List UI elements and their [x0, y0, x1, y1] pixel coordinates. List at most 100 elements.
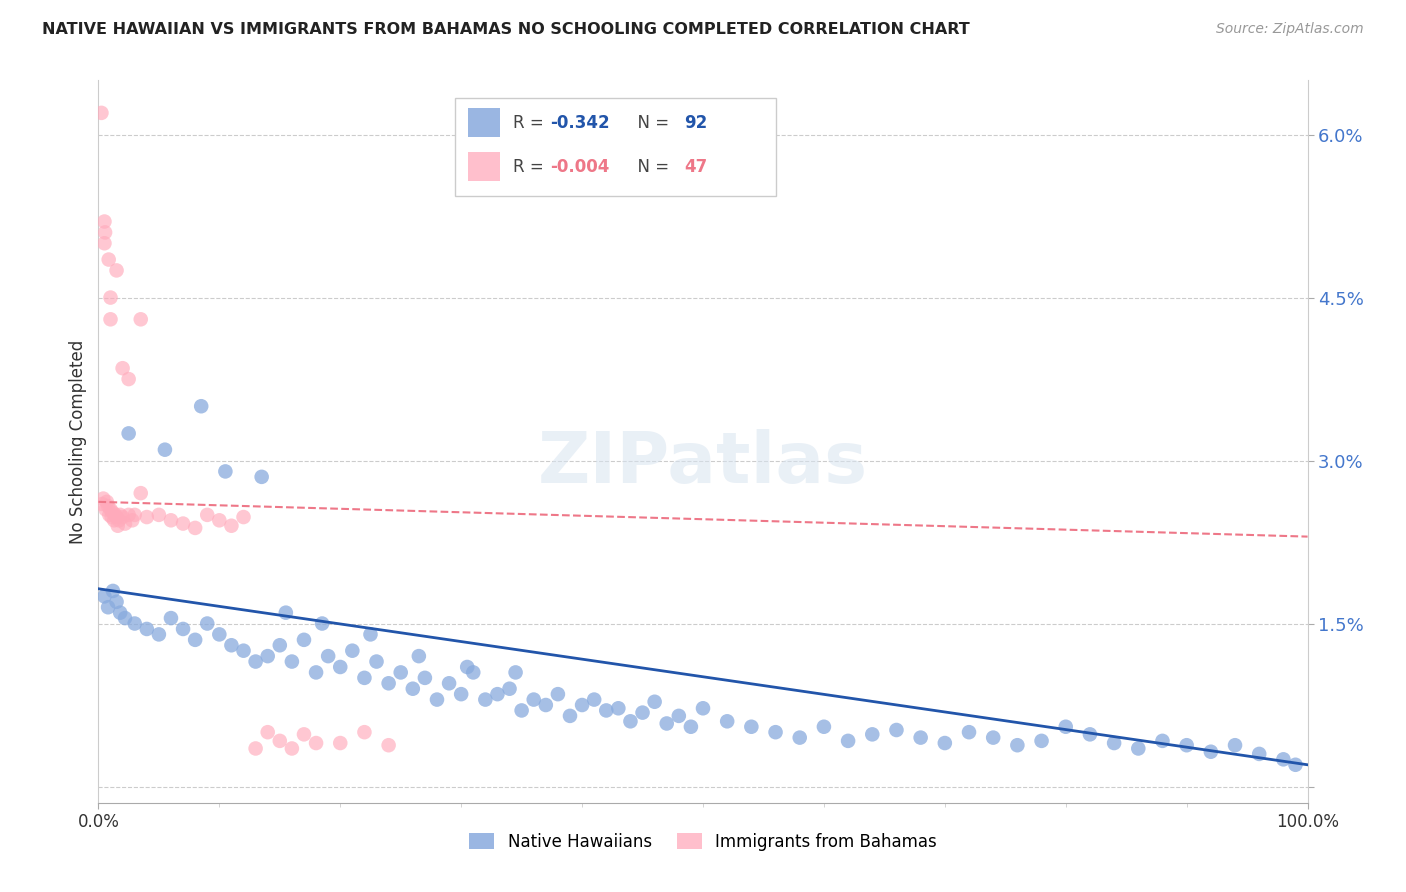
Point	[311, 616, 333, 631]
Point	[195, 508, 218, 522]
Point	[329, 736, 352, 750]
Point	[408, 649, 430, 664]
Point	[740, 720, 762, 734]
Point	[98, 508, 121, 522]
Point	[111, 361, 134, 376]
Point	[1128, 741, 1150, 756]
Point	[135, 510, 157, 524]
Text: NATIVE HAWAIIAN VS IMMIGRANTS FROM BAHAMAS NO SCHOOLING COMPLETED CORRELATION CH: NATIVE HAWAIIAN VS IMMIGRANTS FROM BAHAM…	[42, 22, 970, 37]
Point	[111, 510, 134, 524]
Point	[692, 701, 714, 715]
Point	[1223, 738, 1246, 752]
Point	[118, 426, 141, 441]
Point	[377, 676, 399, 690]
Point	[547, 687, 569, 701]
Point	[221, 638, 243, 652]
Point	[190, 399, 212, 413]
Point	[105, 263, 128, 277]
Point	[607, 701, 630, 715]
Point	[124, 508, 146, 522]
Point	[668, 709, 690, 723]
Point	[281, 655, 304, 669]
Point	[250, 470, 273, 484]
Point	[558, 709, 581, 723]
Point	[135, 622, 157, 636]
Point	[101, 583, 124, 598]
Point	[100, 502, 122, 516]
Point	[456, 660, 478, 674]
Point	[329, 660, 352, 674]
Point	[232, 643, 254, 657]
Point	[104, 508, 127, 522]
Point	[269, 734, 291, 748]
Point	[129, 312, 152, 326]
Point	[129, 486, 152, 500]
Point	[208, 627, 231, 641]
Point	[305, 665, 328, 680]
Point	[377, 738, 399, 752]
Point	[97, 600, 120, 615]
Point	[94, 226, 117, 240]
Point	[107, 518, 129, 533]
Point	[281, 741, 304, 756]
Point	[91, 491, 114, 506]
Point	[595, 703, 617, 717]
Point	[97, 252, 120, 267]
Point	[245, 741, 267, 756]
Point	[256, 649, 278, 664]
Point	[655, 716, 678, 731]
Point	[1007, 738, 1029, 752]
Point	[1272, 752, 1295, 766]
Point	[1249, 747, 1271, 761]
Point	[160, 611, 183, 625]
Point	[221, 518, 243, 533]
Point	[523, 692, 546, 706]
Point	[105, 510, 128, 524]
Point	[583, 692, 606, 706]
Point	[353, 725, 375, 739]
Point	[208, 513, 231, 527]
Point	[93, 214, 115, 228]
Point	[1152, 734, 1174, 748]
Point	[124, 616, 146, 631]
Point	[1031, 734, 1053, 748]
Point	[91, 497, 114, 511]
Point	[389, 665, 412, 680]
Point	[172, 516, 194, 531]
Point	[1054, 720, 1077, 734]
Point	[886, 723, 908, 737]
Point	[121, 513, 143, 527]
Point	[353, 671, 375, 685]
Point	[214, 464, 236, 478]
Point	[160, 513, 183, 527]
Legend: Native Hawaiians, Immigrants from Bahamas: Native Hawaiians, Immigrants from Bahama…	[461, 825, 945, 860]
Point	[679, 720, 702, 734]
Point	[474, 692, 496, 706]
Point	[860, 727, 883, 741]
Point	[765, 725, 787, 739]
Point	[505, 665, 527, 680]
Point	[510, 703, 533, 717]
Point	[644, 695, 666, 709]
Point	[97, 499, 120, 513]
Point	[934, 736, 956, 750]
Point	[256, 725, 278, 739]
Point	[402, 681, 425, 696]
Point	[184, 521, 207, 535]
Point	[93, 590, 115, 604]
Point	[100, 510, 122, 524]
Point	[342, 643, 364, 657]
Point	[148, 508, 170, 522]
Point	[305, 736, 328, 750]
Point	[172, 622, 194, 636]
Point	[981, 731, 1004, 745]
Point	[105, 595, 128, 609]
Point	[114, 611, 136, 625]
Point	[571, 698, 593, 712]
Point	[108, 508, 131, 522]
Point	[619, 714, 641, 729]
Point	[292, 727, 315, 741]
Point	[184, 632, 207, 647]
Point	[100, 291, 122, 305]
Point	[450, 687, 472, 701]
